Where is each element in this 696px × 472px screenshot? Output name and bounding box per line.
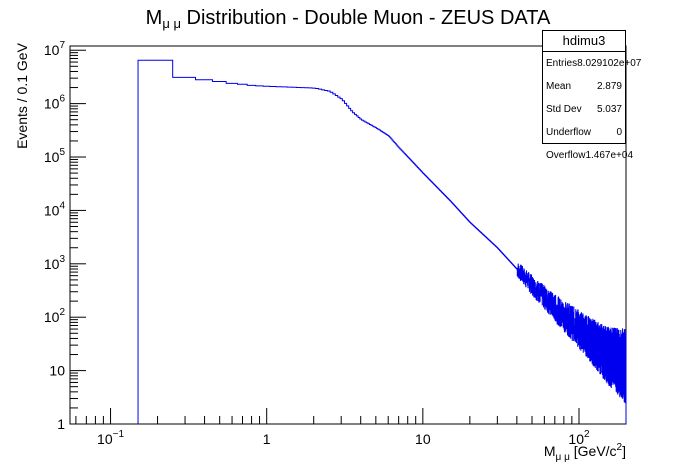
x-tick-label: 10−1 bbox=[97, 429, 124, 447]
stats-value: 0 bbox=[616, 127, 622, 138]
y-tick-label: 1 bbox=[57, 416, 65, 432]
stats-row: Underflow 0 bbox=[543, 121, 625, 144]
title-rest: Distribution - Double Muon - ZEUS DATA bbox=[181, 7, 551, 29]
x-tick-label: 102 bbox=[568, 429, 590, 447]
y-tick-label: 105 bbox=[44, 147, 66, 165]
stats-label: Std Dev bbox=[546, 104, 582, 115]
data-layer bbox=[137, 59, 627, 424]
stats-value: 1.467e+04 bbox=[585, 150, 634, 161]
stats-row: Mean 2.879 bbox=[543, 75, 625, 98]
svg-text:Mμ μ Distribution - Double Muo: Mμ μ Distribution - Double Muon - ZEUS D… bbox=[146, 7, 551, 31]
stats-title: hdimu3 bbox=[543, 31, 625, 52]
y-tick-label: 103 bbox=[44, 254, 66, 272]
stats-value: 2.879 bbox=[596, 81, 622, 92]
y-axis-label: Events / 0.1 GeV bbox=[14, 42, 30, 148]
stats-label: Mean bbox=[546, 81, 572, 92]
stats-value: 5.037 bbox=[596, 104, 622, 115]
plot-frame bbox=[69, 45, 627, 425]
x-tick-label: 10 bbox=[415, 431, 431, 447]
stats-row: Std Dev 5.037 bbox=[543, 98, 625, 121]
y-tick-label: 10 bbox=[49, 363, 65, 379]
stats-box: hdimu3 Entries 8.029102e+07 Mean 2.879 Std D… bbox=[542, 30, 641, 161]
y-tick-label: 104 bbox=[44, 200, 66, 218]
y-tick-label: 106 bbox=[44, 94, 66, 112]
chart-title: Mμ μ Distribution - Double Muon - ZEUS D… bbox=[146, 7, 551, 31]
x-axis-label: Mμ μ [GeV/c2] bbox=[544, 442, 626, 463]
stats-label: Entries bbox=[546, 58, 578, 69]
y-axis: 1 10 102 103 104 105 106 107 bbox=[44, 40, 86, 432]
stats-row: Overflow 1.467e+04 bbox=[543, 144, 633, 167]
stats-row: Entries 8.029102e+07 bbox=[543, 52, 641, 75]
histogram-line bbox=[137, 59, 627, 424]
x-tick-label: 1 bbox=[263, 431, 271, 447]
stats-value: 8.029102e+07 bbox=[577, 58, 642, 69]
title-sub: μ μ bbox=[162, 16, 181, 31]
y-tick-label: 107 bbox=[44, 40, 66, 58]
stats-label: Underflow bbox=[546, 127, 592, 138]
y-tick-label: 102 bbox=[44, 307, 66, 325]
stats-label: Overflow bbox=[546, 150, 586, 161]
title-main: M bbox=[146, 7, 163, 29]
x-axis: 10−1 1 10 102 bbox=[75, 408, 627, 447]
